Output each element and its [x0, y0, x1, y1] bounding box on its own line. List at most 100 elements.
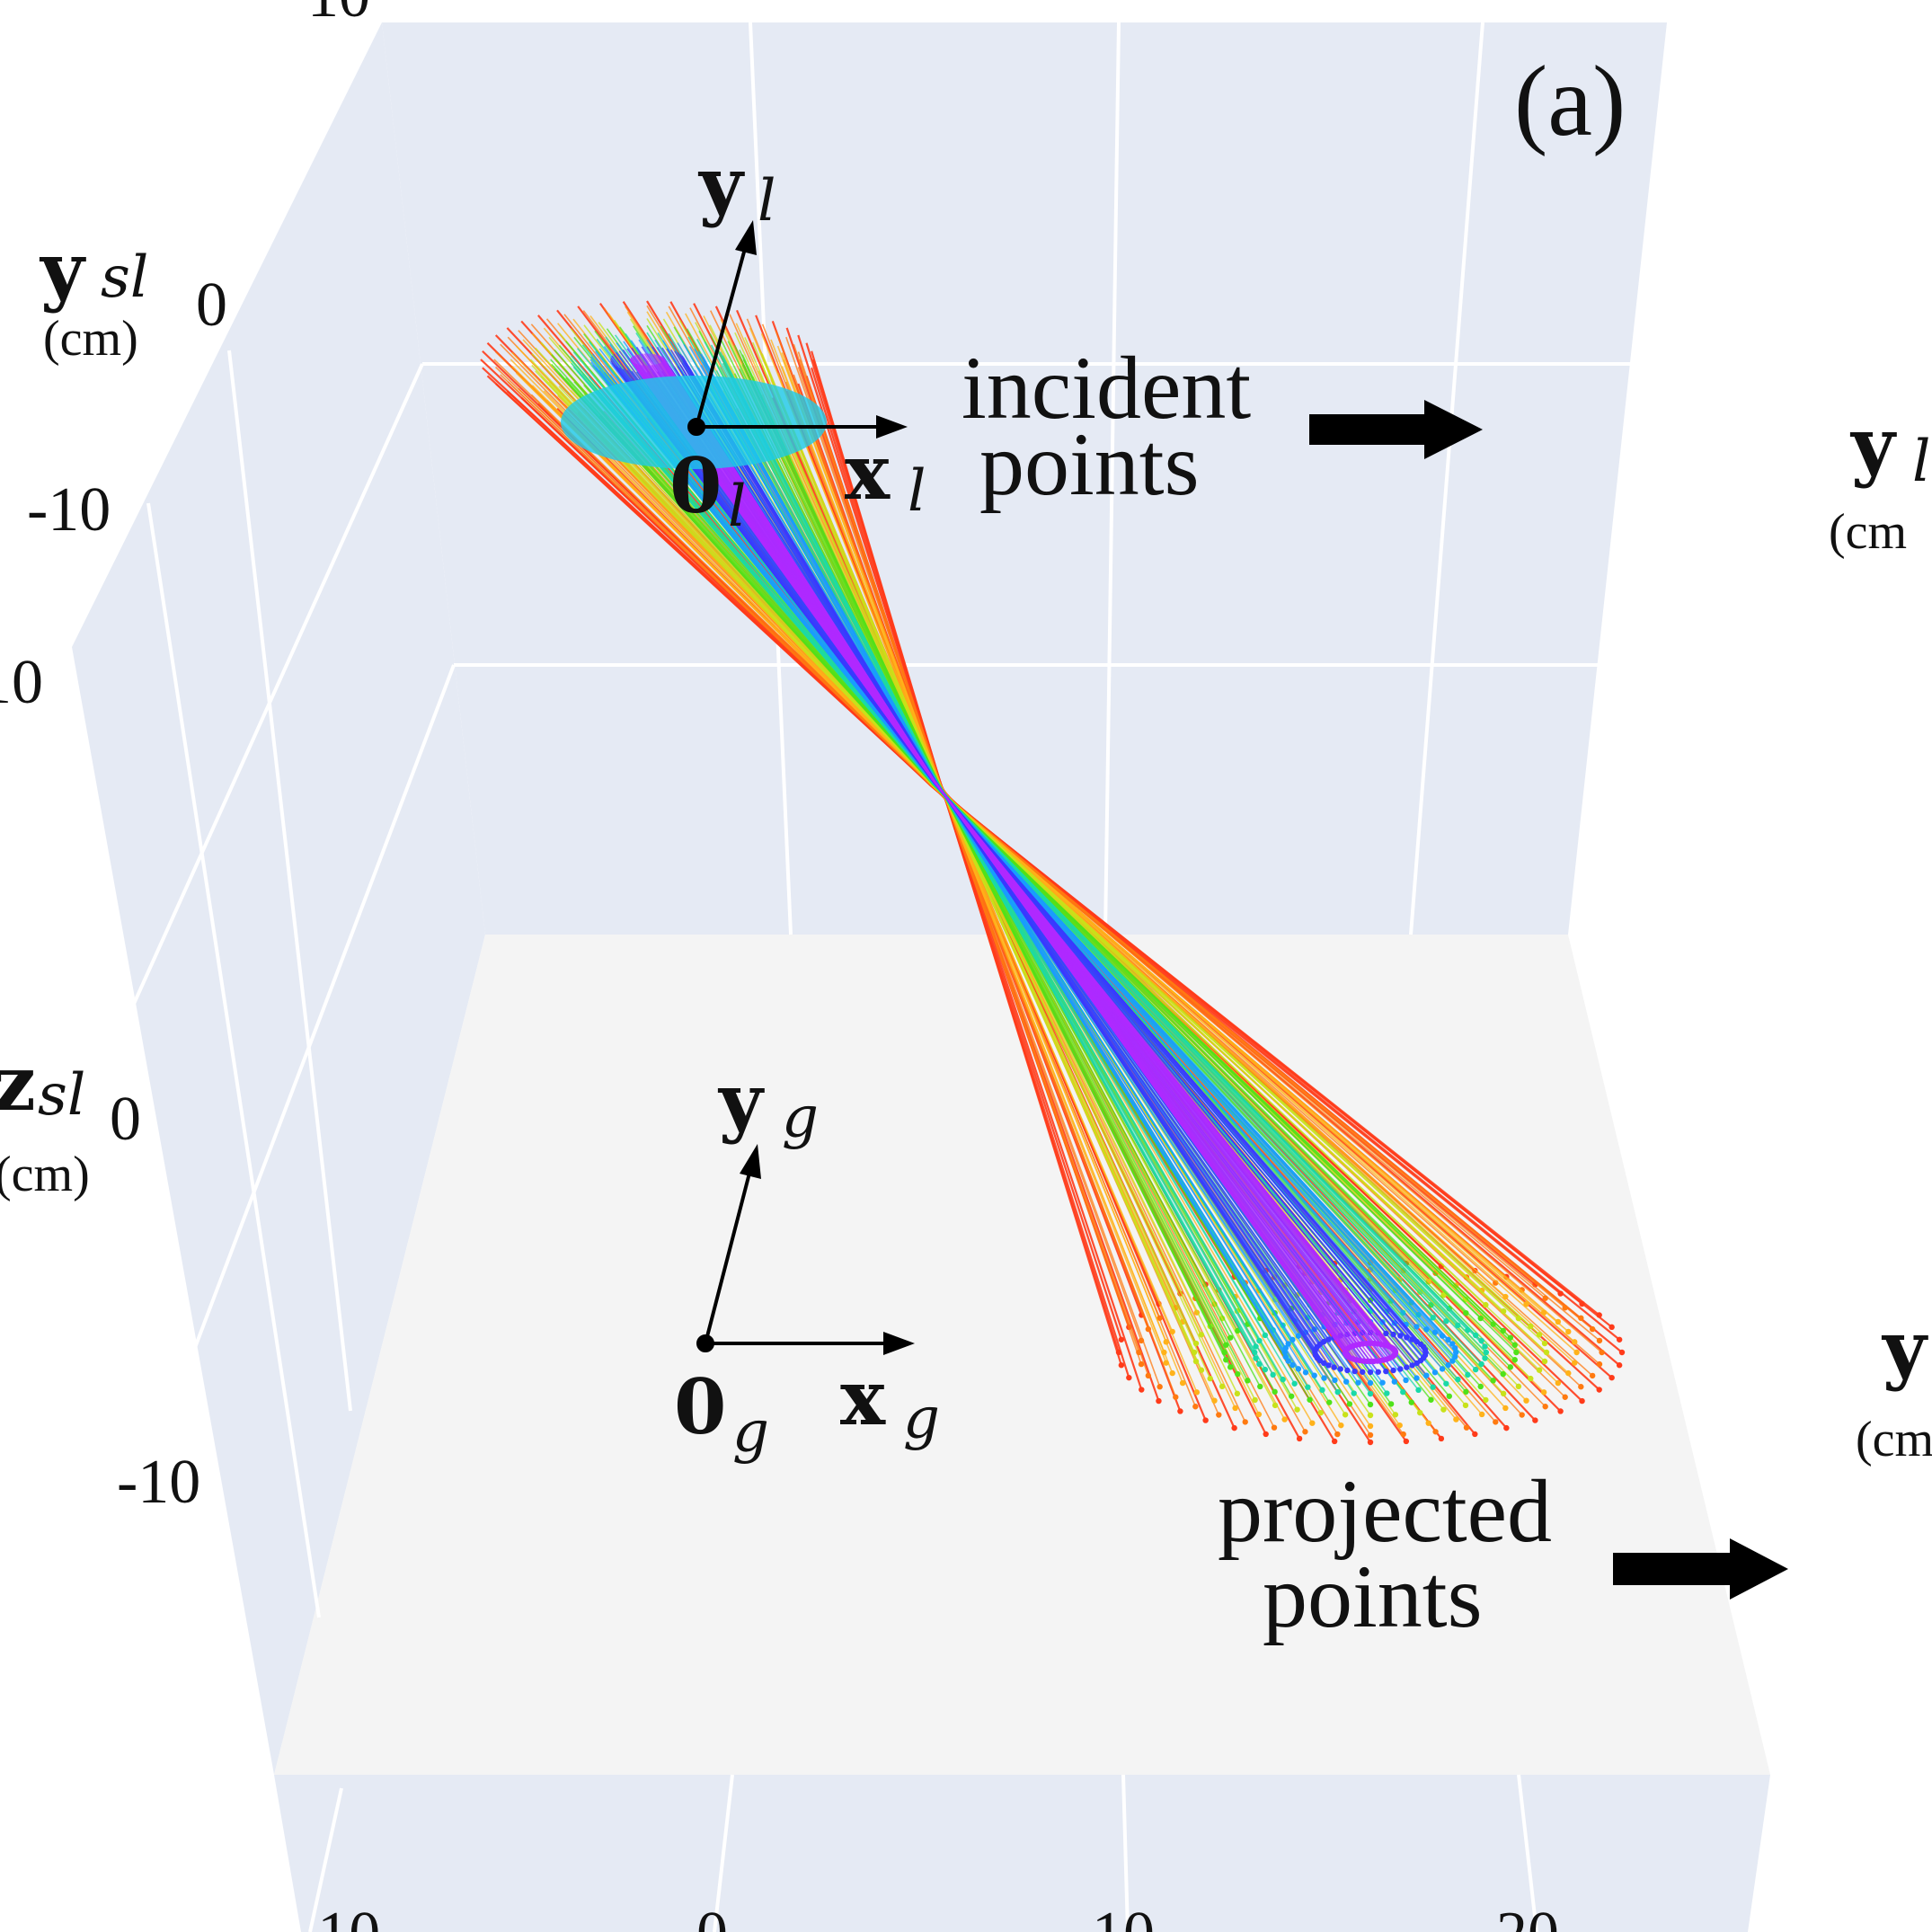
projected-point: [1118, 1362, 1125, 1369]
projected-point: [1519, 1412, 1525, 1418]
projected-point: [1596, 1360, 1603, 1368]
projected-point: [1338, 1422, 1344, 1429]
projected-point: [1430, 1384, 1436, 1390]
projected-point: [1502, 1293, 1509, 1300]
ray-bundle: [480, 300, 1626, 1446]
projected-point: [1414, 1360, 1421, 1367]
projected-point: [1543, 1349, 1550, 1356]
projected-point: [1367, 1369, 1374, 1376]
y-right-lower-axis-unit: (cm: [1856, 1412, 1932, 1467]
projected-point: [1618, 1349, 1626, 1356]
projected-point: [1507, 1364, 1514, 1370]
projected-point: [1302, 1429, 1308, 1435]
projected-point: [1294, 1406, 1300, 1413]
projected-point: [1532, 1417, 1538, 1423]
projected-point: [1179, 1379, 1186, 1387]
projected-point: [1483, 1396, 1489, 1404]
front-strip-pane: [274, 1775, 1770, 1932]
projected-point: [1367, 1390, 1374, 1397]
projected-point: [1490, 1378, 1496, 1384]
projected-point: [1478, 1411, 1485, 1418]
projected-point: [1589, 1372, 1596, 1379]
ysl-tick-0: 0: [196, 270, 227, 340]
x-tick-10: 10: [1092, 1900, 1155, 1932]
projected-point: [1245, 1378, 1251, 1384]
projected-point: [1289, 1361, 1296, 1369]
projected-point: [1360, 1369, 1366, 1375]
projected-point: [1599, 1349, 1605, 1356]
projected-point: [1227, 1334, 1234, 1341]
projected-point: [1500, 1390, 1507, 1397]
projected-point: [1118, 1336, 1125, 1343]
projected-point: [1285, 1358, 1291, 1364]
yl-right-axis-sub: l: [1912, 429, 1930, 495]
projected-point: [1271, 1424, 1278, 1431]
projected-point: [1414, 1375, 1420, 1381]
projected-point: [1572, 1339, 1578, 1345]
projected-point: [1367, 1422, 1374, 1430]
projected-point: [1223, 1342, 1229, 1348]
projected-arrow: [1613, 1538, 1788, 1600]
projected-point: [1282, 1353, 1289, 1360]
projected-point: [1409, 1362, 1415, 1369]
projected-point: [1355, 1379, 1361, 1386]
projected-point: [1500, 1370, 1506, 1378]
projected-point: [1446, 1393, 1453, 1399]
projected-point: [1387, 1401, 1395, 1407]
projected-point: [1234, 1390, 1241, 1397]
zsl-tick-0: 0: [110, 1085, 141, 1154]
projected-point: [1319, 1387, 1325, 1394]
incident-label-line2: points: [979, 414, 1199, 514]
projected-point: [1562, 1394, 1568, 1400]
projected-point: [1493, 1419, 1499, 1425]
global-y-sub: g: [782, 1085, 819, 1151]
projected-point: [1235, 1370, 1241, 1378]
projected-point: [1351, 1390, 1357, 1396]
projected-point: [1367, 1431, 1374, 1439]
local-origin-label: 0: [669, 441, 722, 530]
local-origin-sub: l: [728, 474, 746, 540]
projected-point: [1281, 1416, 1288, 1422]
projected-point: [1138, 1360, 1145, 1368]
projected-point: [1309, 1420, 1316, 1426]
projected-point: [1536, 1367, 1543, 1373]
projected-point: [1295, 1366, 1302, 1372]
projected-point: [1256, 1360, 1263, 1368]
projected-point: [1404, 1364, 1410, 1370]
projected-point: [1500, 1307, 1507, 1315]
projected-point: [1515, 1383, 1522, 1390]
projected-point: [1565, 1328, 1572, 1335]
projected-point: [1431, 1369, 1439, 1376]
projected-point: [1463, 1309, 1469, 1316]
projected-point: [1513, 1349, 1520, 1356]
x-tick-minus10: -10: [297, 1900, 380, 1932]
projected-point: [1482, 1343, 1488, 1350]
projected-point: [1216, 1412, 1222, 1418]
projected-point: [1463, 1424, 1470, 1431]
projected-point: [1589, 1325, 1596, 1333]
projected-point: [1432, 1429, 1439, 1435]
projected-point: [1344, 1367, 1351, 1374]
projected-point: [1523, 1397, 1529, 1404]
projected-point: [1391, 1378, 1398, 1385]
projected-point: [1430, 1315, 1436, 1321]
projected-point: [1334, 1388, 1341, 1396]
local-y-label: y: [697, 140, 745, 229]
projected-point: [1367, 1412, 1374, 1419]
projected-point: [1157, 1384, 1163, 1390]
projected-point: [1579, 1397, 1585, 1405]
projected-point: [1193, 1389, 1201, 1396]
projected-point: [1417, 1409, 1423, 1416]
projected-point: [1596, 1337, 1603, 1344]
ysl-tick-10: 10: [307, 0, 370, 31]
projected-point: [1173, 1394, 1179, 1400]
projected-point: [1211, 1397, 1218, 1404]
floor-pane: [274, 935, 1770, 1775]
projected-point: [1253, 1355, 1259, 1361]
projected-point: [1312, 1352, 1319, 1359]
projected-point: [1596, 1387, 1602, 1393]
projected-point: [1477, 1383, 1484, 1390]
projected-point: [1541, 1340, 1548, 1347]
global-frame: [696, 1144, 915, 1355]
projected-point: [1367, 1379, 1374, 1387]
